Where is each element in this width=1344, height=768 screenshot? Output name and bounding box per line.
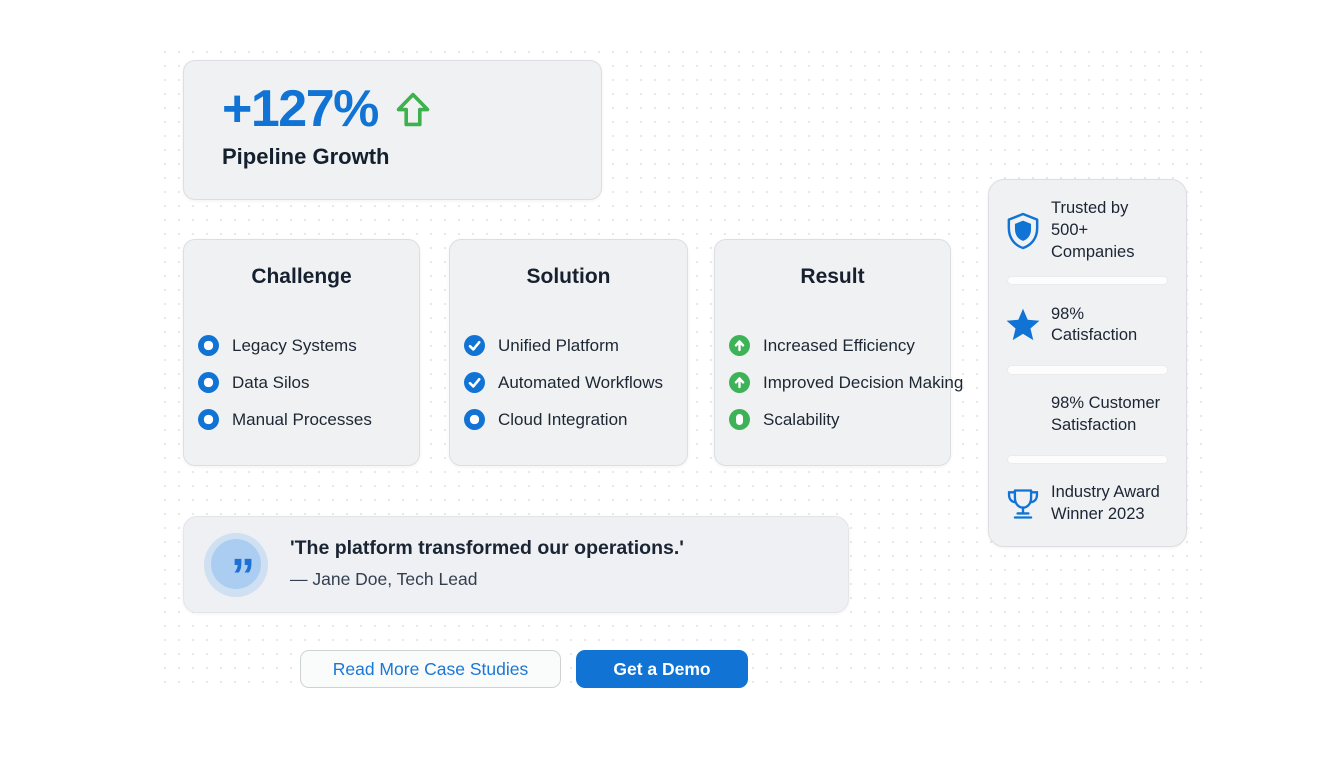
list-item: Manual Processes	[198, 409, 419, 430]
list-item: Unified Platform	[464, 335, 687, 356]
result-title: Result	[800, 265, 865, 288]
list-item: Data Silos	[198, 372, 419, 393]
result-card: Result Increased Efficiency Improved Dec…	[714, 239, 963, 466]
quote-mark-icon: ”	[231, 550, 255, 603]
list-item: Increased Efficiency	[729, 335, 950, 356]
list-item: Improved Decision Making	[729, 372, 963, 393]
list-item: Cloud Integration	[464, 409, 687, 430]
avatar	[211, 539, 261, 589]
quote-attribution: — Jane Doe, Tech Lead	[290, 569, 478, 589]
stat-label: Pipeline Growth	[222, 144, 390, 170]
trust-panel: Trusted by 500+ Companies 98% Catisfacti…	[988, 179, 1187, 547]
solution-card: Solution Unified Platform Automated Work…	[449, 239, 688, 466]
pipeline-growth-stat-card: +127% Pipeline Growth	[183, 60, 602, 200]
trust-item-award: Industry Award Winner 2023	[1005, 480, 1170, 528]
star-icon	[1005, 306, 1041, 344]
bullet-donut-icon	[198, 335, 219, 356]
get-a-demo-button[interactable]: Get a Demo	[576, 650, 748, 688]
arrow-up-circle-icon	[729, 335, 750, 356]
quote-text: 'The platform transformed our operations…	[290, 537, 684, 559]
list-item: Legacy Systems	[198, 335, 419, 356]
divider	[1007, 454, 1168, 464]
trust-item-customer-satisfaction: 98% Customer Satisfaction	[1051, 393, 1161, 434]
divider	[1007, 276, 1168, 286]
challenge-title: Challenge	[251, 265, 352, 288]
list-item: Automated Workflows	[464, 372, 687, 393]
read-more-case-studies-button[interactable]: Read More Case Studies	[300, 650, 561, 688]
testimonial-card: ” 'The platform transformed our operatio…	[183, 516, 849, 613]
bullet-donut-icon	[198, 409, 219, 430]
arrow-up-outline-icon	[394, 90, 432, 130]
trust-item-satisfaction-star: 98% Catisfaction	[1005, 301, 1170, 349]
bullet-donut-icon	[464, 409, 485, 430]
list-item: Scalability	[729, 409, 950, 430]
check-circle-icon	[464, 335, 485, 356]
check-circle-icon	[464, 372, 485, 393]
trophy-icon	[1005, 485, 1041, 523]
challenge-card: Challenge Legacy Systems Data Silos Manu…	[183, 239, 420, 466]
bullet-donut-icon	[198, 372, 219, 393]
pill-circle-icon	[729, 409, 750, 430]
arrow-up-circle-icon	[729, 372, 750, 393]
divider	[1007, 365, 1168, 375]
solution-title: Solution	[526, 265, 611, 288]
stat-value: +127%	[222, 80, 379, 138]
shield-icon	[1005, 212, 1041, 250]
trust-item-companies: Trusted by 500+ Companies	[1005, 199, 1170, 261]
